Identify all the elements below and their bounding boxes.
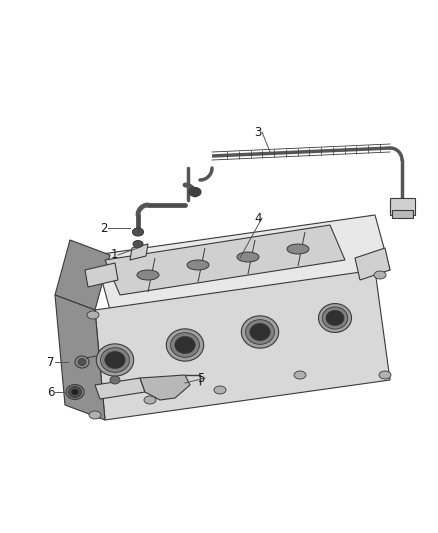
Ellipse shape — [68, 386, 81, 398]
Ellipse shape — [105, 351, 125, 368]
Ellipse shape — [187, 260, 209, 270]
Polygon shape — [55, 240, 110, 310]
Ellipse shape — [144, 396, 156, 404]
Polygon shape — [105, 225, 345, 295]
Ellipse shape — [133, 228, 144, 236]
Polygon shape — [95, 270, 390, 420]
Text: 2: 2 — [100, 222, 108, 235]
Text: 3: 3 — [254, 125, 262, 139]
Ellipse shape — [374, 271, 386, 279]
Ellipse shape — [214, 386, 226, 394]
Ellipse shape — [287, 244, 309, 254]
Ellipse shape — [322, 307, 348, 329]
Ellipse shape — [241, 316, 279, 348]
Polygon shape — [140, 375, 190, 400]
Polygon shape — [95, 215, 390, 310]
Text: 4: 4 — [254, 212, 262, 224]
Polygon shape — [392, 210, 413, 218]
Ellipse shape — [87, 311, 99, 319]
Text: 6: 6 — [47, 385, 55, 399]
Ellipse shape — [379, 371, 391, 379]
Text: 7: 7 — [47, 356, 55, 368]
Text: 1: 1 — [110, 248, 118, 262]
Polygon shape — [355, 248, 390, 280]
Ellipse shape — [250, 324, 270, 341]
Ellipse shape — [170, 333, 199, 357]
Ellipse shape — [237, 252, 259, 262]
Text: 5: 5 — [198, 372, 205, 384]
Ellipse shape — [66, 384, 84, 400]
Ellipse shape — [246, 320, 275, 344]
Ellipse shape — [133, 240, 143, 247]
Polygon shape — [390, 198, 415, 215]
Ellipse shape — [318, 304, 352, 333]
Ellipse shape — [78, 359, 86, 366]
Ellipse shape — [96, 344, 134, 376]
Ellipse shape — [294, 371, 306, 379]
Polygon shape — [95, 378, 145, 399]
Ellipse shape — [137, 270, 159, 280]
Ellipse shape — [166, 329, 204, 361]
Ellipse shape — [189, 188, 201, 197]
Ellipse shape — [110, 376, 120, 384]
Polygon shape — [130, 244, 148, 260]
Ellipse shape — [326, 310, 344, 326]
Ellipse shape — [71, 389, 78, 395]
Ellipse shape — [75, 356, 89, 368]
Ellipse shape — [101, 348, 130, 373]
Ellipse shape — [175, 336, 195, 353]
Ellipse shape — [89, 411, 101, 419]
Polygon shape — [55, 295, 105, 420]
Polygon shape — [85, 263, 118, 287]
